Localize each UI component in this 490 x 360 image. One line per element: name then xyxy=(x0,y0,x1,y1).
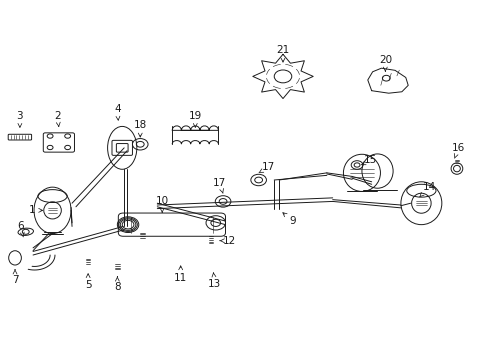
Text: 19: 19 xyxy=(189,111,202,127)
Text: 8: 8 xyxy=(114,276,121,292)
Text: 16: 16 xyxy=(452,143,465,158)
Text: 17: 17 xyxy=(259,162,275,173)
Text: 20: 20 xyxy=(379,55,392,71)
Text: 21: 21 xyxy=(276,45,290,62)
Text: 6: 6 xyxy=(18,221,24,237)
Text: 15: 15 xyxy=(361,156,377,165)
Text: 7: 7 xyxy=(12,269,18,285)
Text: 17: 17 xyxy=(213,178,226,193)
Text: 9: 9 xyxy=(283,213,296,226)
Text: 3: 3 xyxy=(17,111,23,127)
Text: 11: 11 xyxy=(174,266,187,283)
Text: 12: 12 xyxy=(220,236,236,246)
Text: 2: 2 xyxy=(54,111,61,126)
Text: 14: 14 xyxy=(419,182,436,197)
Text: 5: 5 xyxy=(85,274,92,291)
Text: 18: 18 xyxy=(134,120,147,137)
Text: 10: 10 xyxy=(156,197,169,212)
Text: 13: 13 xyxy=(208,273,221,289)
Text: 1: 1 xyxy=(29,205,43,215)
Text: 4: 4 xyxy=(114,104,121,120)
